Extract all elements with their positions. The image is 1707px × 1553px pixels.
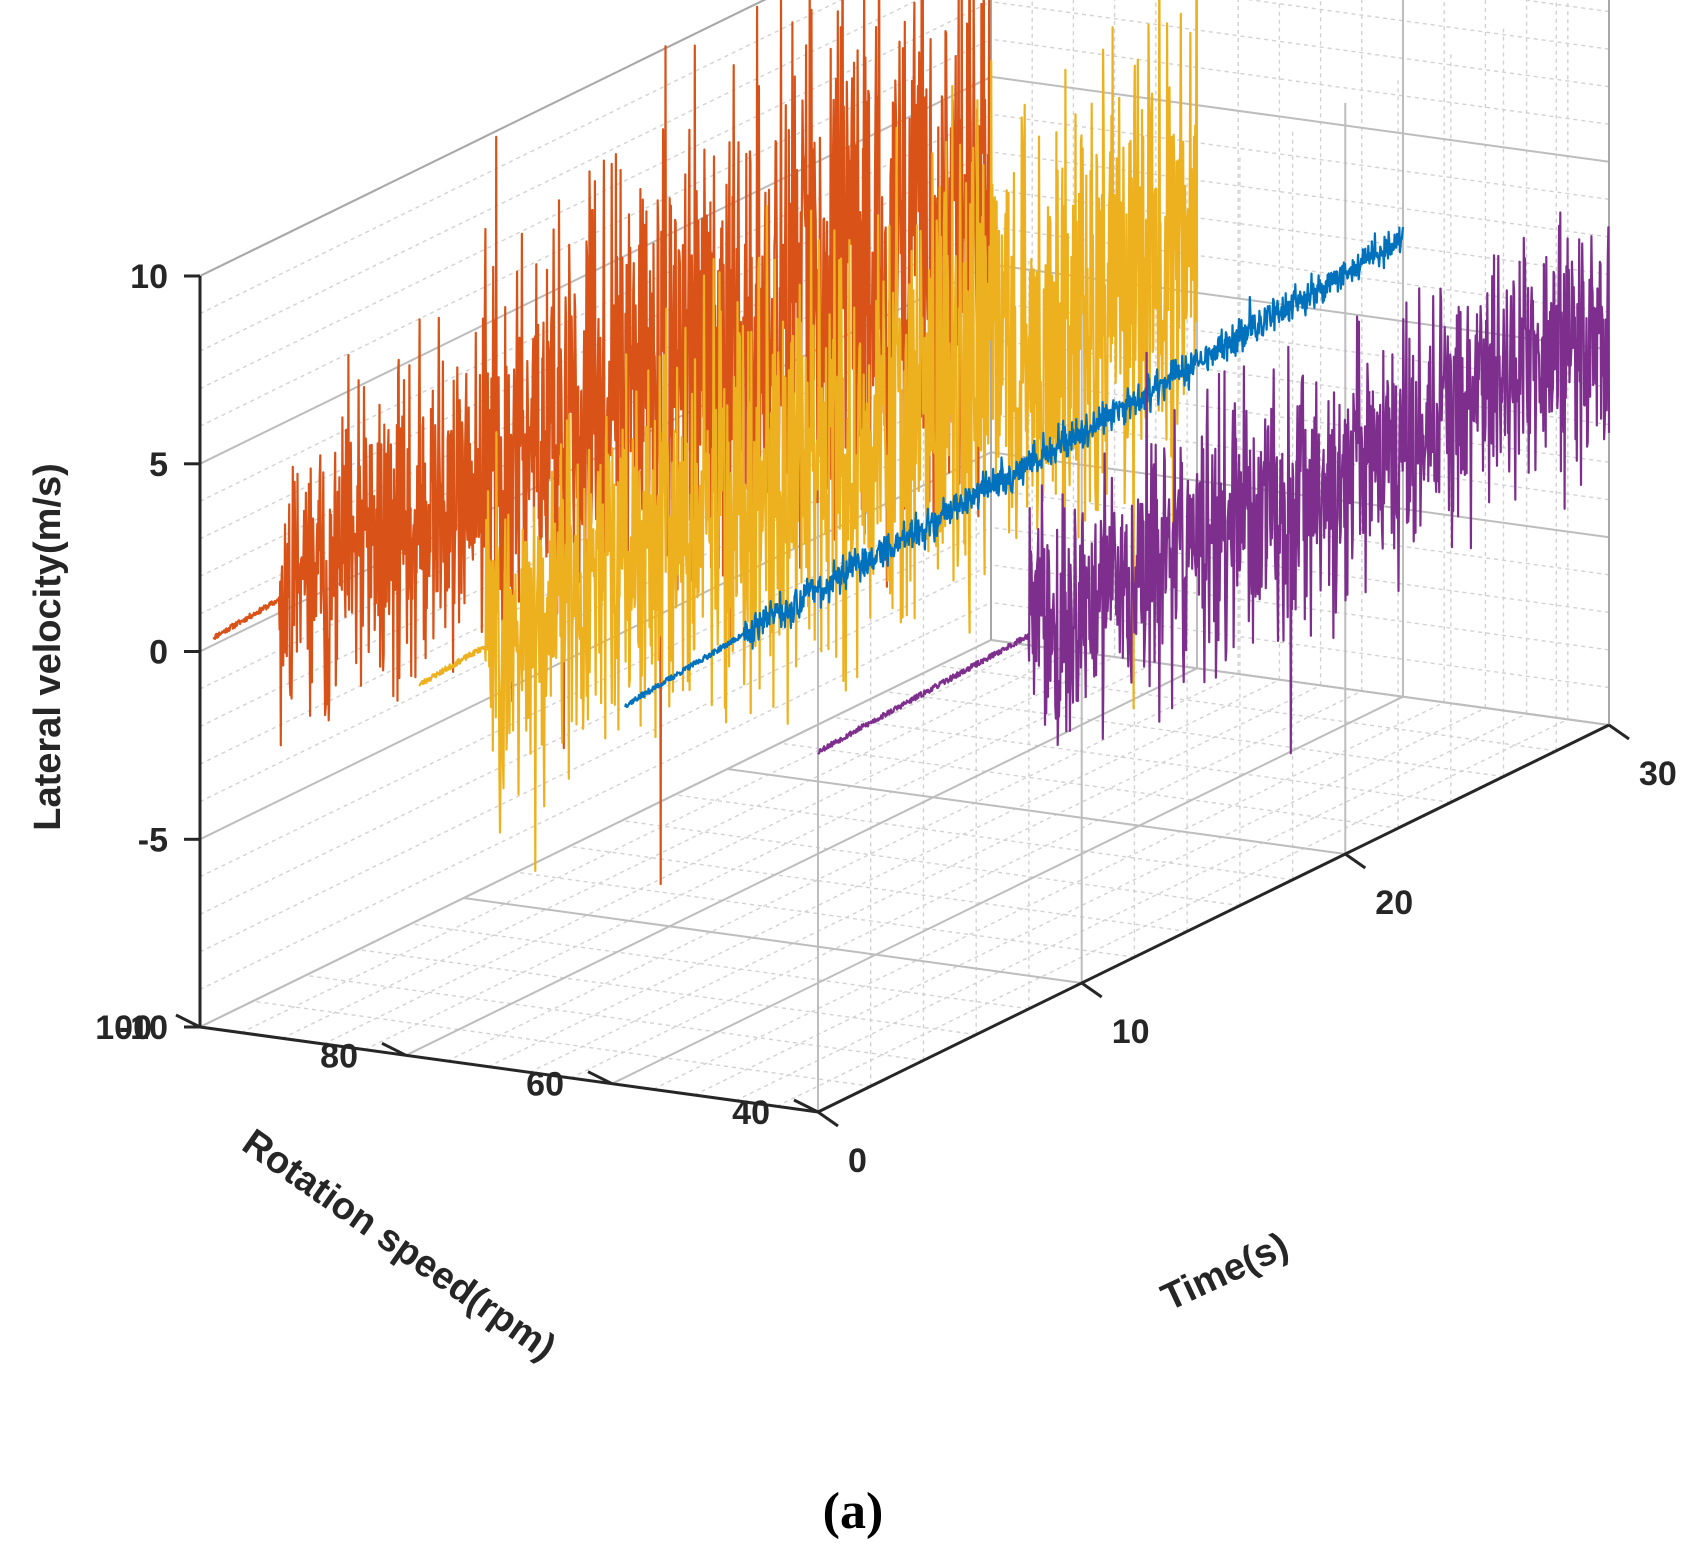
box-edge	[199, 0, 767, 277]
minor-grid-line	[938, 665, 1557, 752]
y-tick	[175, 1013, 201, 1029]
major-grid-line	[990, 75, 1610, 163]
minor-grid-line	[282, 650, 1074, 1039]
minor-grid-line	[323, 656, 1115, 1045]
y-tick	[587, 1070, 613, 1086]
x-tick-label: 0	[848, 1142, 867, 1180]
minor-grid-line	[1519, 0, 1610, 13]
minor-grid-line	[199, 526, 992, 916]
major-grid-line	[463, 897, 1082, 984]
y-tick	[793, 1098, 819, 1114]
minor-grid-line	[199, 601, 992, 991]
z-tick-label: -5	[138, 821, 168, 859]
x-tick-label: 10	[1112, 1013, 1150, 1051]
y-tick-label: 60	[526, 1066, 564, 1104]
major-grid-line	[199, 639, 992, 1028]
minor-grid-line	[570, 690, 1363, 1079]
y-axis-line	[199, 1025, 819, 1114]
minor-grid-line	[990, 1, 1610, 88]
x-tick	[1344, 852, 1367, 870]
x-axis-line	[817, 723, 1610, 1114]
minor-grid-line	[621, 819, 1240, 907]
minor-grid-line	[885, 690, 1504, 778]
series-line-60-rpm	[624, 226, 1405, 709]
minor-grid-line	[780, 742, 1399, 829]
minor-grid-line	[446, 673, 1239, 1062]
major-grid-line	[727, 768, 1346, 855]
minor-grid-line	[364, 662, 1157, 1051]
x-tick-label: 30	[1639, 755, 1677, 793]
minor-grid-line	[199, 0, 843, 315]
axes-layer	[175, 274, 1630, 1128]
minor-grid-line	[776, 718, 1569, 1107]
minor-grid-line	[694, 707, 1486, 1096]
x-tick-label: 20	[1375, 884, 1413, 922]
y-axis-title: Rotation speed(rpm)	[235, 1121, 563, 1369]
z-tick-label: 10	[130, 258, 168, 296]
x-tick	[1608, 723, 1630, 741]
major-grid-line	[405, 667, 1198, 1057]
minor-grid-line	[358, 948, 977, 1036]
minor-grid-line	[240, 645, 1033, 1034]
minor-grid-line	[990, 38, 1610, 125]
y-tick-label: 80	[320, 1037, 358, 1075]
minor-grid-line	[652, 701, 1445, 1090]
y-tick-label: 100	[95, 1009, 152, 1047]
minor-grid-line	[199, 564, 992, 953]
minor-grid-line	[305, 974, 924, 1062]
x-tick	[1080, 981, 1103, 999]
minor-grid-line	[1246, 0, 1610, 50]
minor-grid-line	[410, 923, 1029, 1010]
panel-label: (a)	[823, 1483, 884, 1540]
minor-grid-line	[516, 871, 1135, 958]
series-layer	[212, 0, 1611, 886]
x-tick	[817, 1110, 839, 1128]
series-line-80-rpm	[418, 0, 1199, 873]
x-axis-title: Time(s)	[1155, 1225, 1295, 1320]
major-grid-line	[990, 639, 1610, 726]
y-tick	[381, 1041, 407, 1057]
series-line-40-rpm	[817, 211, 1611, 755]
minor-grid-line	[488, 679, 1280, 1068]
major-grid-line	[611, 695, 1404, 1085]
z-tick-label: 0	[149, 634, 168, 672]
z-tick-label: 5	[149, 446, 168, 484]
z-axis-title: Lateral velocity(m/s)	[27, 463, 69, 830]
minor-grid-line	[674, 794, 1293, 881]
y-tick-label: 40	[732, 1094, 770, 1132]
minor-grid-line	[735, 713, 1527, 1102]
minor-grid-line	[199, 0, 920, 352]
minor-grid-line	[832, 716, 1451, 804]
z-tick-label: -10	[119, 1009, 168, 1047]
minor-grid-line	[529, 684, 1321, 1073]
